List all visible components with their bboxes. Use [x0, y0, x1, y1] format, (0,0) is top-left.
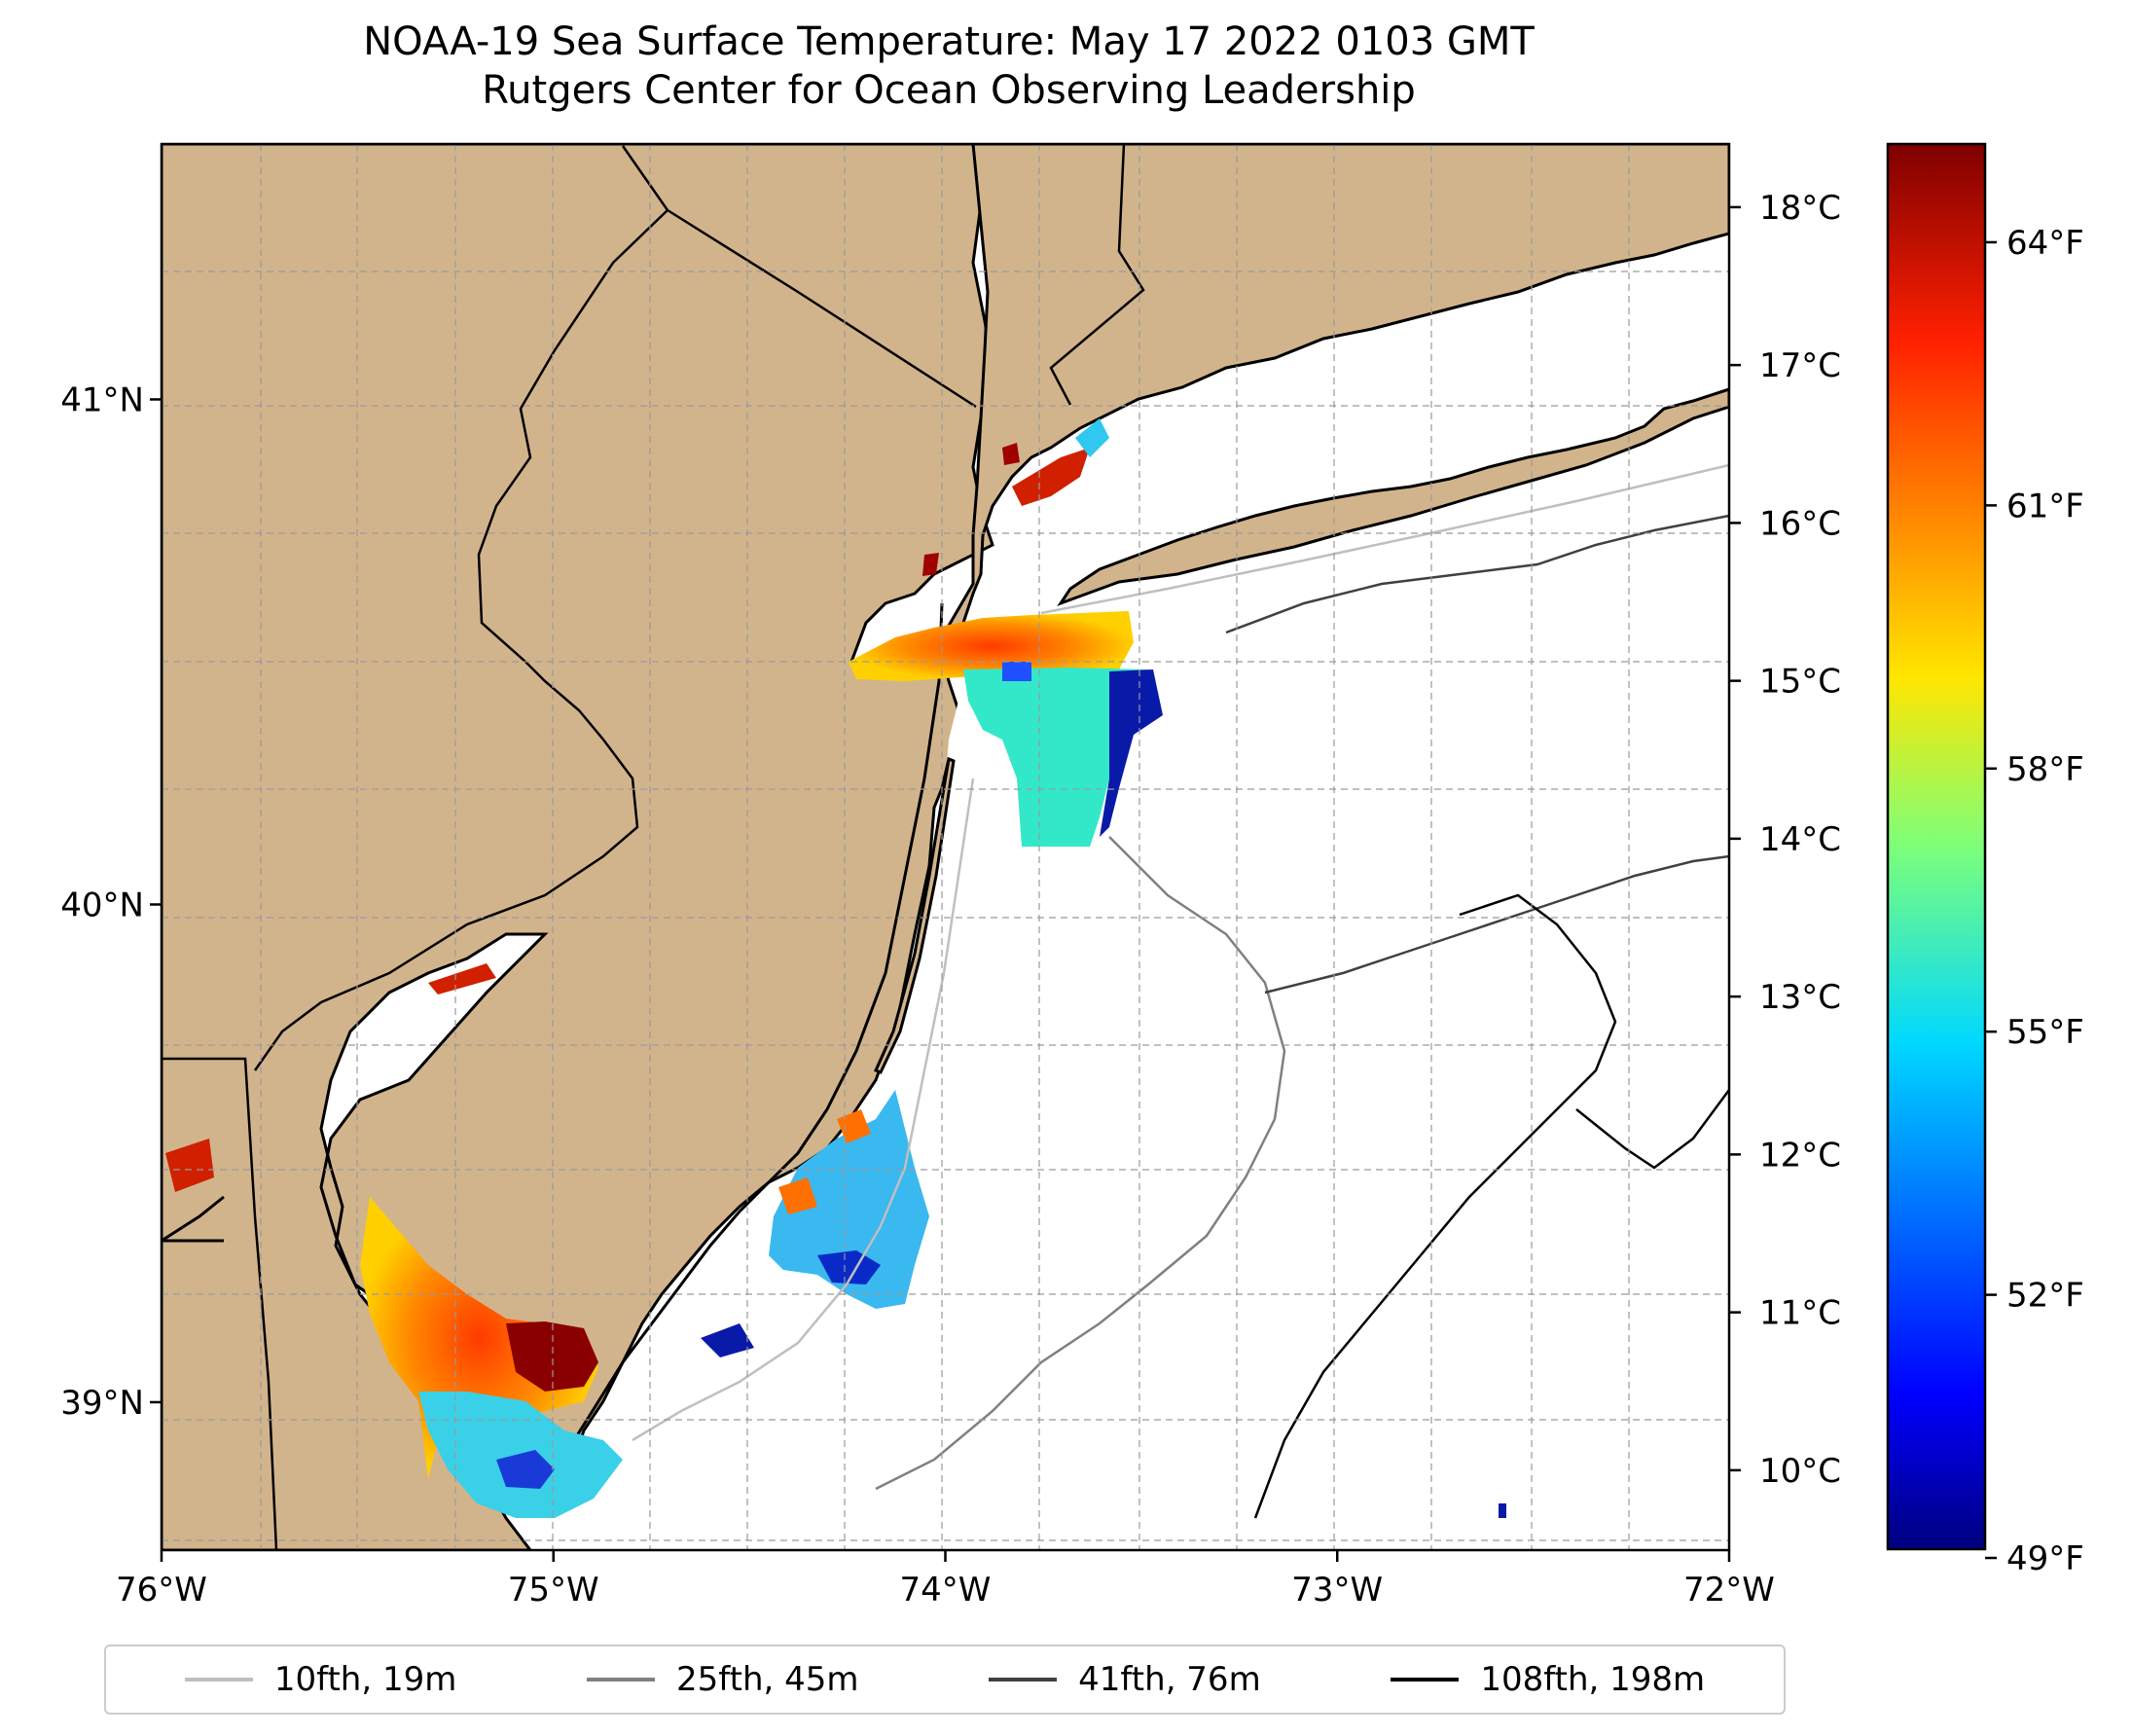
sst-offshore-cold [1100, 669, 1163, 837]
celsius-tick-label: 10°C [1759, 1452, 1841, 1491]
legend-label: 41fth, 76m [1078, 1660, 1261, 1699]
state-border-ny-nj [667, 208, 977, 409]
legend-item-41fth: 41fth, 76m [989, 1660, 1261, 1699]
isobath-198m [1253, 893, 1729, 1519]
lon-tick-label: 75°W [508, 1571, 599, 1609]
state-border-nj-pa [253, 145, 669, 1071]
legend-swatch [587, 1678, 655, 1682]
sst-sound-west-cool [1075, 418, 1109, 457]
map-panel [162, 144, 1729, 1550]
sst-sound-west [1012, 448, 1090, 506]
nj-coastline [572, 602, 944, 1441]
isobath-45m [875, 836, 1286, 1491]
sst-barnegat-cold [817, 1250, 881, 1284]
celsius-tick-label: 18°C [1759, 189, 1841, 228]
fahrenheit-tick-label: 49°F [2006, 1539, 2084, 1578]
sst-delaware-bay-hot [506, 1321, 598, 1392]
title-line-1: NOAA-19 Sea Surface Temperature: May 17 … [363, 19, 1535, 64]
celsius-tick-label: 16°C [1759, 504, 1841, 543]
land-new-york [936, 144, 1729, 644]
map-title: NOAA-19 Sea Surface Temperature: May 17 … [0, 18, 1897, 115]
lat-tick-label: 40°N [60, 886, 144, 924]
celsius-tick-label: 12°C [1759, 1136, 1841, 1175]
sst-ny-harbor [849, 611, 1134, 681]
state-border-de [162, 1057, 278, 1550]
lon-tick-label: 74°W [900, 1571, 992, 1609]
lon-tick-label: 72°W [1683, 1571, 1775, 1609]
fahrenheit-tick-label: 64°F [2006, 224, 2084, 263]
isobath-19m [632, 463, 1729, 1442]
legend-label: 25fth, 45m [676, 1660, 859, 1699]
ocean-ny-bight [944, 457, 1729, 1550]
gridlines [162, 144, 1729, 1550]
fahrenheit-tick-label: 52°F [2006, 1277, 2084, 1316]
legend-item-108fth: 108fth, 198m [1391, 1660, 1705, 1699]
sst-hudson-river [922, 443, 1020, 576]
legend-item-10fth: 10fth, 19m [184, 1660, 457, 1699]
lon-tick-label: 73°W [1291, 1571, 1383, 1609]
celsius-tick-label: 15°C [1759, 663, 1841, 702]
title-line-2: Rutgers Center for Ocean Observing Leade… [482, 68, 1416, 113]
lat-tick-label: 41°N [60, 380, 144, 419]
state-border-ny-ct [1049, 144, 1145, 406]
sst-barnegat [769, 1090, 929, 1309]
sst-offshore-cold-2 [1002, 662, 1031, 681]
fahrenheit-tick-label: 61°F [2006, 487, 2084, 525]
celsius-tick-label: 14°C [1759, 820, 1841, 859]
legend-swatch [989, 1678, 1058, 1682]
fahrenheit-tick-label: 58°F [2006, 750, 2084, 789]
colorbar: 10°C 11°C 12°C 13°C 14°C 15°C 16°C 17°C 18°C 49°F… [1729, 142, 2084, 1578]
isobath-legend: 10fth, 19m 25fth, 45m 41fth, 76m 108fth,… [104, 1645, 1786, 1715]
celsius-tick-label: 13°C [1759, 978, 1841, 1017]
sst-data [165, 418, 1506, 1518]
legend-label: 10fth, 19m [273, 1660, 457, 1699]
sst-delaware-bay-cold [496, 1450, 555, 1489]
sst-ocean-city [778, 1109, 871, 1214]
colorbar-gradient [1886, 142, 1987, 1551]
de-coast [162, 1195, 225, 1243]
axis-ticks: 76°W 75°W 74°W 73°W 72°W 39°N 40°N 41°N [60, 380, 1775, 1609]
colorbar-ticks: 10°C 11°C 12°C 13°C 14°C 15°C 16°C 17°C 18°C 49°F… [1729, 189, 2084, 1578]
legend-swatch [1391, 1678, 1460, 1682]
lat-tick-label: 39°N [60, 1384, 144, 1423]
legend-swatch [184, 1678, 253, 1682]
land-long-island [1057, 387, 1729, 606]
celsius-tick-label: 17°C [1759, 346, 1841, 385]
celsius-tick-label: 11°C [1759, 1294, 1841, 1333]
legend-item-25fth: 25fth, 45m [587, 1660, 859, 1699]
fahrenheit-tick-label: 55°F [2006, 1013, 2084, 1052]
sst-delaware-bay-warm [360, 1197, 598, 1479]
legend-label: 108fth, 198m [1480, 1660, 1706, 1699]
lon-tick-label: 76°W [116, 1571, 207, 1609]
